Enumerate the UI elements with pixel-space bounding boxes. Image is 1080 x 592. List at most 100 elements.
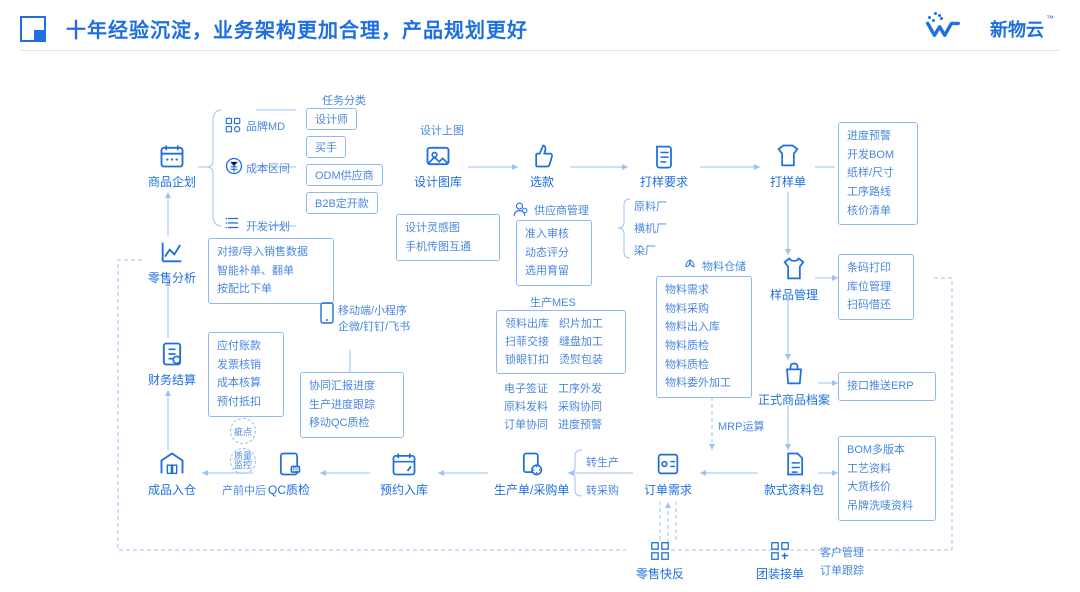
cap-task-category: 任务分类 <box>322 92 366 108</box>
calendar-check-icon <box>390 450 418 478</box>
node-select: 选款 <box>528 142 556 190</box>
node-prodorder: 生产单/采购单 <box>494 450 569 498</box>
node-groupbuy-label: 团装接单 <box>756 565 804 582</box>
node-gallery: 设计图库 <box>414 142 462 190</box>
grid2-icon <box>649 540 671 562</box>
gear-doc-icon <box>518 450 546 478</box>
mini-buyer: 买手 <box>306 136 346 158</box>
node-select-label: 选款 <box>530 173 554 190</box>
mini-odm: ODM供应商 <box>306 164 383 186</box>
node-warehouse-label: 成品入仓 <box>148 481 196 498</box>
qc-circle-monitor: 质量 监控 <box>230 448 256 474</box>
node-goodsfile: 正式商品档案 <box>758 360 830 408</box>
box-material: 物料需求物料采购物料出入库物料质检物料质检物料委外加工 <box>656 276 752 398</box>
logo-text: 新物云 <box>990 16 1044 42</box>
box-mes-top: 领料出库扫菲交接锁眼钉扣 织片加工缝盘加工烫熨包装 <box>496 310 626 374</box>
node-retailquick: 零售快反 <box>636 540 684 582</box>
box-sample-order: 进度预警开发BOM纸样/尺寸工序路线核价清单 <box>838 122 918 225</box>
cap-order-track: 订单跟踪 <box>820 562 864 578</box>
qc-circle-defect: 疵点 <box>230 418 256 444</box>
scroll-icon <box>650 142 678 170</box>
grid-icon <box>224 116 242 137</box>
node-orderreq: 订单需求 <box>644 450 692 498</box>
cap-factory-dye: 染厂 <box>634 242 656 258</box>
node-finance: 财务结算 <box>148 340 196 388</box>
node-planning-label: 商品企划 <box>148 173 196 190</box>
box-erp: 接口推送ERP <box>838 372 936 401</box>
node-stylepack-label: 款式资料包 <box>764 481 824 498</box>
box-inspire: 设计灵感图手机传图互通 <box>396 214 500 261</box>
node-warehouse: 成品入仓 <box>148 450 196 498</box>
header-square-icon <box>20 16 46 42</box>
list-icon <box>224 214 242 235</box>
diagram-canvas: 商品企划 零售分析 财务结算 成品入仓 品牌MD 成本区间 开发计划 任务分类 … <box>0 50 1080 592</box>
node-qc-label: QC质检 <box>268 481 310 498</box>
cap-dev-plan: 开发计划 <box>246 218 290 234</box>
cap-design-upload: 设计上图 <box>420 122 464 138</box>
box-sample-mg: 条码打印库位管理扫码借还 <box>838 254 914 320</box>
node-qc: 检 QC质检 <box>268 450 310 498</box>
orderreq-icon <box>654 450 682 478</box>
box-mes-bottom: 电子签证原料发料订单协同 工序外发采购协同进度预警 <box>496 378 632 436</box>
box-finance: 应付账款发票核销成本核算预付抵扣 <box>208 332 284 417</box>
doc-icon <box>780 450 808 478</box>
page-title: 十年经验沉淀，业务架构更加合理，产品规划更好 <box>66 14 528 43</box>
thumbs-up-icon <box>528 142 556 170</box>
mini-designer: 设计师 <box>306 108 357 130</box>
node-sampleorder-label: 打样单 <box>770 173 806 190</box>
cap-convert-prod: 转生产 <box>586 454 619 470</box>
cap-customer-mgmt: 客户管理 <box>820 544 864 560</box>
person-icon <box>512 200 530 221</box>
image-icon <box>424 142 452 170</box>
node-samplemg-label: 样品管理 <box>770 286 818 303</box>
cap-factory-raw: 原料厂 <box>634 198 667 214</box>
cap-mes: 生产MES <box>530 294 576 310</box>
qc-doc-icon: 检 <box>275 450 303 478</box>
logo-tm: ™ <box>1046 14 1054 23</box>
node-analysis: 零售分析 <box>148 238 196 286</box>
cap-supplier-mgmt: 供应商管理 <box>534 202 589 218</box>
cap-convert-purchase: 转采购 <box>586 482 619 498</box>
phone-icon <box>320 302 334 327</box>
mini-b2b: B2B定开款 <box>306 192 378 214</box>
bag-icon <box>780 360 808 388</box>
cap-qc-stage: 产前中后 <box>222 482 266 498</box>
cap-mobile: 移动端/小程序 企微/钉钉/飞书 <box>338 302 410 334</box>
tshirt-icon <box>780 255 808 283</box>
node-planning: 商品企划 <box>148 142 196 190</box>
box-analysis: 对接/导入销售数据智能补单、翻单按配比下单 <box>208 238 334 304</box>
node-samplereq-label: 打样要求 <box>640 173 688 190</box>
grid3-icon <box>769 540 791 562</box>
node-retailquick-label: 零售快反 <box>636 565 684 582</box>
chart-icon <box>158 238 186 266</box>
cap-material-store: 物料仓储 <box>702 258 746 274</box>
node-goodsfile-label: 正式商品档案 <box>758 391 830 408</box>
node-prodorder-label: 生产单/采购单 <box>494 481 569 498</box>
ledger-icon <box>158 340 186 368</box>
shirt-icon <box>774 142 802 170</box>
node-samplereq: 打样要求 <box>640 142 688 190</box>
yen-icon <box>224 156 244 179</box>
cap-factory-knit: 横机厂 <box>634 220 667 236</box>
node-gallery-label: 设计图库 <box>414 173 462 190</box>
node-samplemg: 样品管理 <box>770 255 818 303</box>
cap-brand-md: 品牌MD <box>246 118 285 134</box>
box-stylepack: BOM多版本工艺资料大货核价吊牌洗唛资料 <box>838 436 936 521</box>
svg-text:检: 检 <box>293 465 299 473</box>
node-groupbuy: 团装接单 <box>756 540 804 582</box>
node-sampleorder: 打样单 <box>770 142 806 190</box>
calendar-icon <box>158 142 186 170</box>
node-prewarehouse-label: 预约入库 <box>380 481 428 498</box>
box-progress: 协同汇报进度生产进度跟踪移动QC质检 <box>300 372 404 438</box>
logo-icon <box>926 20 960 40</box>
node-prewarehouse: 预约入库 <box>380 450 428 498</box>
box-supplier: 准入审核动态评分选用育留 <box>516 220 592 286</box>
node-orderreq-label: 订单需求 <box>644 481 692 498</box>
header: 十年经验沉淀，业务架构更加合理，产品规划更好 新物云 ™ <box>20 14 1060 51</box>
cap-mrp: MRP运算 <box>718 418 764 434</box>
node-stylepack: 款式资料包 <box>764 450 824 498</box>
cap-cost-range: 成本区间 <box>246 160 290 176</box>
node-finance-label: 财务结算 <box>148 371 196 388</box>
node-analysis-label: 零售分析 <box>148 269 196 286</box>
warehouse-icon <box>158 450 186 478</box>
